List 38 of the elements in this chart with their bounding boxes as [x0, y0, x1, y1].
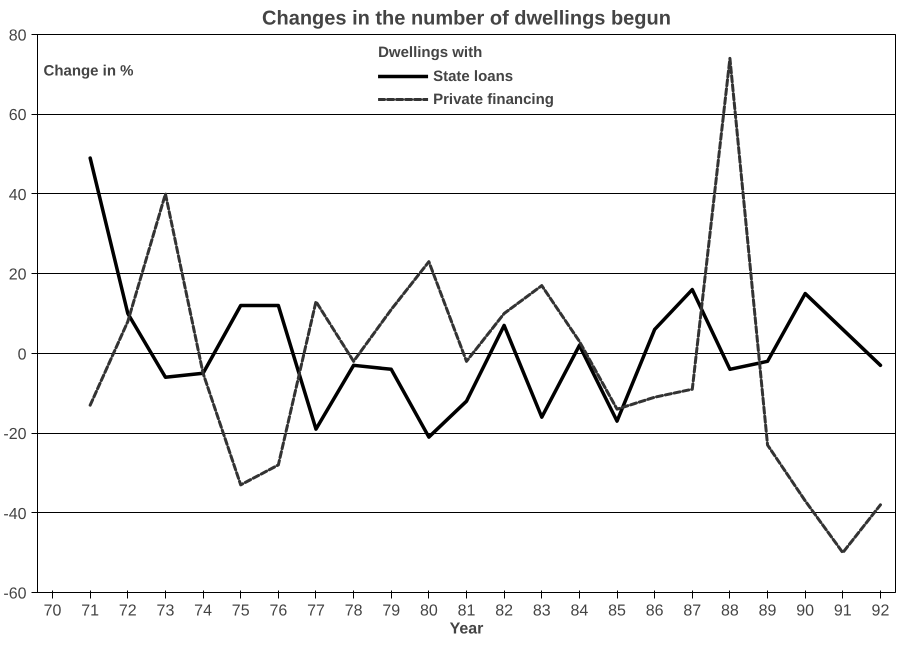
y-tick-label: 20	[8, 266, 27, 284]
x-tick-label: 79	[382, 602, 400, 620]
y-tick-label: -20	[3, 426, 27, 444]
x-tick-label: 91	[834, 602, 852, 620]
y-tick-label: -40	[3, 506, 27, 523]
x-tick-label: 75	[232, 602, 250, 620]
x-tick-label: 74	[194, 602, 212, 620]
x-tick-label: 85	[608, 602, 626, 620]
x-tick-label: 77	[307, 602, 325, 620]
y-tick-label: -60	[3, 586, 27, 602]
line-series	[88, 156, 882, 439]
y-tick-label: 80	[8, 28, 27, 44]
legend-title: Dwellings with	[378, 44, 484, 61]
y-tick-label: 60	[8, 107, 27, 124]
x-tick-label: 71	[81, 602, 100, 620]
x-tick-label: 84	[570, 602, 588, 620]
y-tick-label: 40	[8, 186, 27, 204]
x-tick-label: 81	[458, 602, 476, 620]
y-tick-label: 0	[18, 346, 27, 364]
chart-title: Changes in the number of dwellings begun	[262, 8, 671, 30]
x-tick-label: 73	[156, 602, 174, 620]
legend-label: State loans	[433, 68, 514, 84]
x-tick-label: 80	[420, 602, 438, 620]
x-tick-label: 86	[646, 602, 664, 620]
x-tick-label: 88	[721, 602, 739, 620]
x-tick-label: 83	[532, 602, 551, 620]
x-tick-label: 72	[118, 602, 137, 620]
x-tick-label: 87	[683, 602, 702, 620]
x-tick-label: 70	[44, 602, 62, 620]
x-tick-label: 78	[344, 602, 363, 620]
x-tick-label: 89	[758, 602, 777, 620]
x-tick-label: 76	[269, 602, 288, 620]
x-tick-label: 82	[495, 602, 514, 620]
x-tick-label: 92	[872, 602, 890, 620]
legend-label: Private financing	[433, 90, 554, 108]
x-axis-title: Year	[450, 620, 484, 638]
x-tick-label: 90	[796, 602, 814, 620]
y-axis-title: Change in %	[44, 62, 134, 80]
